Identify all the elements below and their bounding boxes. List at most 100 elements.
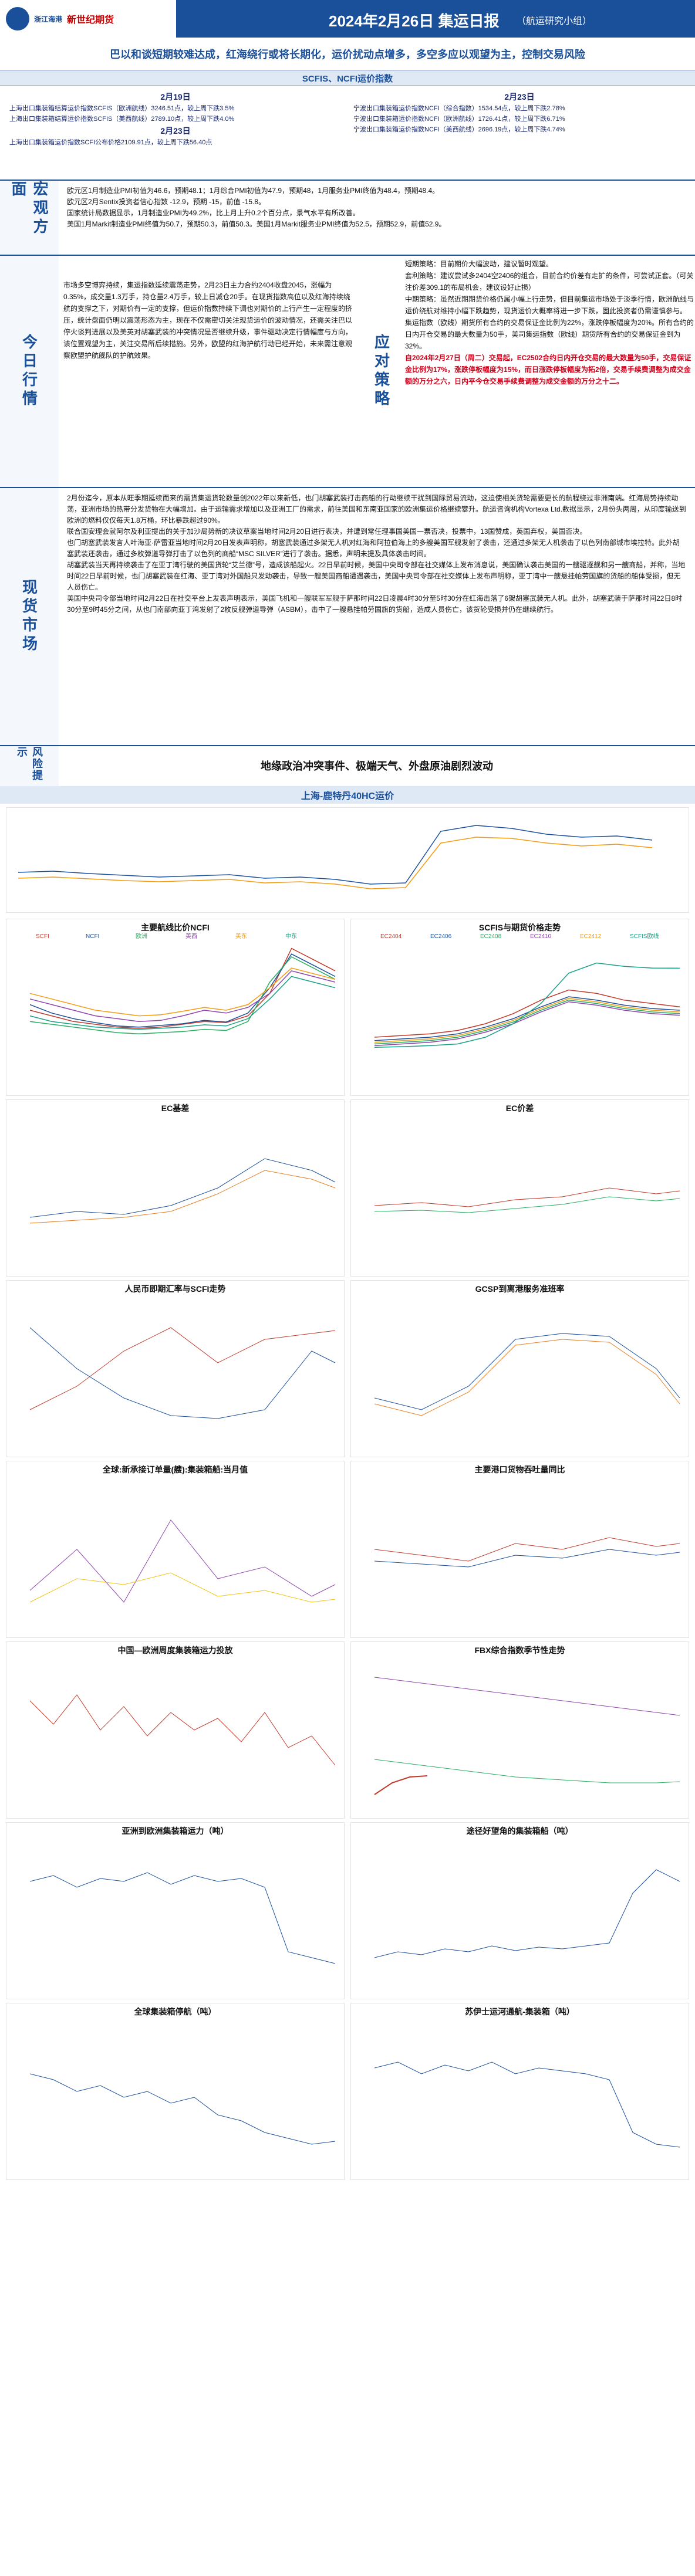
freight-rate-line-2 — [18, 837, 653, 889]
gcsp-line-2 — [374, 1339, 680, 1416]
chart-title: 全球:新承接订单量(艘):集装箱船:当月值 — [102, 1465, 248, 1474]
strategy-content: 短期策略：目前期价大幅波动，建议暂时观望。 套利策略：建议尝试多2404空240… — [405, 256, 695, 487]
spot-section: 现货市场 2月份迄今，原本从旺季期延续而来的需货集运货轮数量创2022年以来新低… — [0, 487, 695, 745]
chart-cape-ships: 途径好望角的集装箱船（吨） — [350, 1822, 689, 1999]
ncfi-date: 2月23日 — [504, 92, 535, 101]
logo-right-text: 新世纪期货 — [67, 15, 114, 25]
market-commentary: 市场多空博弈持续，集运指数延续震荡走势，2月23日主力合约2404收盘2045，… — [63, 281, 353, 360]
series-line — [374, 962, 680, 1048]
port-line-2 — [374, 1549, 680, 1568]
series-line — [29, 947, 336, 1029]
chart-scfis-svg: EC2404 EC2406 EC2408 EC2410 EC2412 SCFIS欧线 — [374, 932, 680, 1048]
legend-entry: 美西 — [185, 932, 197, 940]
freight-rate-chart — [6, 807, 689, 913]
chart-title: SCFIS与期货价格走势 — [478, 923, 561, 932]
chart-global-idle: 全球集装箱停航（吨） — [6, 2003, 345, 2180]
strategy-label: 应对策略 — [372, 334, 390, 409]
chart-ec-basis: EC基差 — [6, 1099, 345, 1277]
risk-section: 风险提示 地缘政治冲突事件、极端天气、外盘原油剧烈波动 — [0, 745, 695, 786]
spot-label: 现货市场 — [0, 488, 59, 745]
ec-basis-line — [29, 1158, 336, 1218]
scfi-line — [29, 1327, 336, 1419]
cape-svg — [374, 1869, 680, 1958]
chart-title: FBX综合指数季节性走势 — [474, 1646, 565, 1655]
report-subtitle: （航运研究小组） — [517, 16, 592, 26]
chart-gcsp: GCSP到离港服务准班率 — [350, 1280, 689, 1457]
suez-svg — [374, 2062, 680, 2148]
ncfi-line: 宁波出口集装箱运价指数NCFI（综合指数）1534.54点，较上周下跌2.78% — [353, 105, 565, 112]
legend-entry: EC2408 — [480, 933, 502, 940]
chart-rmb-scfi: 人民币即期汇率与SCFI走势 — [6, 1280, 345, 1457]
chart-fbx-seasonal: FBX综合指数季节性走势 — [350, 1641, 689, 1819]
legend-entry: NCFI — [86, 933, 99, 940]
macro-line: 欧元区1月制造业PMI初值为46.6，预期48.1；1月综合PMI初值为47.9… — [67, 187, 440, 195]
ncfi-line: 宁波出口集装箱运价指数NCFI（美西航线）2696.19点，较上周下跌4.74% — [353, 126, 565, 133]
strategy-item: 短期策略：目前期价大幅波动，建议暂时观望。 — [405, 260, 554, 268]
scfi-date-1: 2月19日 — [160, 92, 191, 101]
strategy-item: 套利策略：建议尝试多2404空2406的组合，目前合约价差有走扩的条件，可尝试正… — [405, 272, 694, 292]
ec-spread-svg — [374, 1187, 680, 1213]
chart-title: 中国—欧洲周度集装箱运力投放 — [117, 1646, 233, 1655]
today-label: 今日行情 — [0, 256, 59, 487]
port-line — [374, 1537, 680, 1562]
chart-title: 亚洲到欧洲集装箱运力（吨） — [122, 1826, 229, 1836]
capacity-line — [29, 1694, 336, 1766]
chart-title: 人民币即期汇率与SCFI走势 — [124, 1284, 226, 1294]
spot-content: 2月份迄今，原本从旺季期延续而来的需货集运货轮数量创2022年以来新低，也门胡塞… — [59, 488, 695, 745]
idle-svg — [29, 2073, 336, 2145]
ncfi-column: 2月23日 宁波出口集装箱运价指数NCFI（综合指数）1534.54点，较上周下… — [353, 90, 686, 175]
spot-paragraph: 联合国安理会就阿尔及利亚提出的关于加沙局势新的决议草案当地时间2月20日进行表决… — [67, 527, 587, 536]
chart-asia-europe-capacity: 亚洲到欧洲集装箱运力（吨） — [6, 1822, 345, 1999]
cape-line — [374, 1869, 680, 1958]
ec-basis-svg — [29, 1158, 336, 1224]
chart-title: 全球集装箱停航（吨） — [134, 2007, 217, 2016]
ae-line — [29, 1872, 336, 1964]
scfi-line: 上海出口集装箱运价指数SCFI公布价格2109.91点，较上周下跌56.40点 — [9, 139, 212, 146]
logo-left-text: 浙江海港 — [34, 15, 63, 23]
fbx-seasonal-svg — [374, 1677, 680, 1795]
chart-port-throughput: 主要港口货物吞吐量同比 — [350, 1461, 689, 1638]
spot-paragraph: 也门胡塞武装发言人叶海亚·萨雷亚当地时间2月20日发表声明称，胡塞武装通过多架无… — [67, 539, 680, 558]
legend-entry: 欧洲 — [136, 933, 147, 940]
chart-new-orders: 全球:新承接订单量(艘):集装箱船:当月值 — [6, 1461, 345, 1638]
gcsp-svg — [374, 1333, 680, 1416]
series-line — [29, 956, 336, 1035]
strategy-item: 集运指数（欧线）期货所有合约的交易保证金比例为22%，涨跌停板幅度为20%。所有… — [405, 319, 694, 350]
logo-area: 浙江海港 新世纪期货 — [0, 0, 176, 38]
spot-paragraph: 胡塞武装当天再持续袭击了在亚丁湾行驶的美国货轮“艾兰德”号，造成该船起火。22日… — [67, 561, 686, 591]
indices-section-title: SCFIS、NCFI运价指数 — [0, 70, 695, 86]
idle-line — [29, 2073, 336, 2145]
chart-title: 主要航线比价NCFI — [141, 923, 210, 932]
legend-entry: EC2406 — [430, 933, 452, 940]
scfi-line: 上海出口集装箱结算运价指数SCFIS（欧洲航线）3246.51点，较上周下跌3.… — [9, 105, 235, 112]
charts-grid: 主要航线比价NCFI SCFI NCFI 欧洲 美西 美东 中东 SCFIS与期货价格走势… — [0, 916, 695, 2182]
headline-banner: 巴以和谈短期较难达成，红海绕行或将长期化，运价扰动点增多，多空多应以观望为主，控… — [110, 49, 585, 60]
series-line — [29, 976, 336, 1030]
legend-entry: SCFI — [36, 933, 49, 940]
chart-suez: 苏伊士运河通航-集装箱（吨） — [350, 2003, 689, 2180]
series-line — [374, 1000, 680, 1045]
company-logo-icon — [6, 7, 29, 31]
series-line — [29, 967, 336, 1017]
macro-label: 宏观方面 — [0, 181, 59, 255]
rmb-line — [29, 1327, 336, 1410]
legend-entry: 美东 — [235, 932, 247, 940]
legend-entry: 中东 — [285, 932, 297, 940]
legend-entry: EC2412 — [580, 933, 602, 940]
rmb-scfi-svg — [29, 1327, 336, 1419]
orders-line — [29, 1519, 336, 1603]
ec-spread-line — [374, 1187, 680, 1207]
suez-line — [374, 2062, 680, 2148]
scfi-line: 上海出口集装箱结算运价指数SCFIS（美西航线）2789.10点，较上周下跌4.… — [9, 116, 235, 123]
macro-content: 欧元区1月制造业PMI初值为46.6，预期48.1；1月综合PMI初值为47.9… — [59, 181, 695, 255]
series-line — [374, 998, 680, 1043]
report-header: 浙江海港 新世纪期货 2024年2月26日 集运日报 （航运研究小组） — [0, 0, 695, 38]
new-orders-svg — [29, 1519, 336, 1603]
chart-title: EC价差 — [505, 1103, 534, 1113]
capacity-weekly-svg — [29, 1694, 336, 1766]
chart-capacity-weekly: 中国—欧洲周度集装箱运力投放 — [6, 1641, 345, 1819]
chart-title: 苏伊士运河通航-集装箱（吨） — [465, 2007, 575, 2016]
macro-line: 国家统计局数据显示，1月制造业PMI为49.2%，比上月上升0.2个百分点，景气… — [67, 209, 360, 217]
legend-entry: EC2404 — [380, 933, 402, 940]
chart-title: EC基差 — [161, 1103, 190, 1113]
